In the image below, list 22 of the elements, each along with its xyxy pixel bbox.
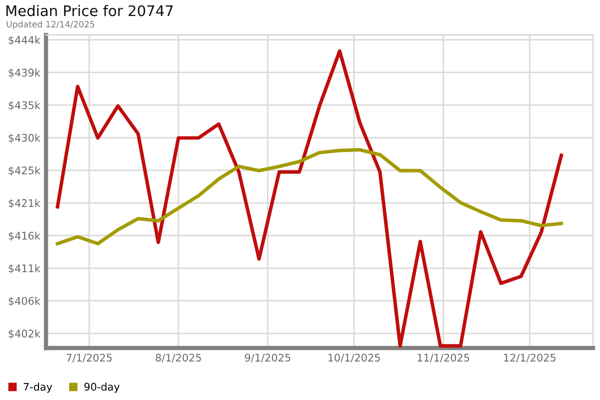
legend-label: 7-day <box>24 382 52 393</box>
x-tick-label: 9/1/2025 <box>244 354 290 362</box>
x-tick-label: 8/1/2025 <box>156 354 201 362</box>
y-tick-label: $435k <box>8 101 40 111</box>
y-tick-label: $416k <box>8 232 40 242</box>
x-tick-label: 11/1/2025 <box>418 354 470 362</box>
y-tick-label: $430k <box>8 134 40 144</box>
chart-title: Median Price for 20747 <box>6 4 173 16</box>
y-tick-label: $421k <box>8 198 40 208</box>
line-series <box>56 148 564 246</box>
line-series <box>56 49 564 348</box>
y-tick-label: $425k <box>8 166 40 176</box>
x-tick-label: 10/1/2025 <box>328 354 380 362</box>
x-tick-label: 12/1/2025 <box>504 354 556 362</box>
x-tick-label: 7/1/2025 <box>66 354 112 362</box>
y-tick-label: $411k <box>8 264 40 274</box>
y-tick-label: $402k <box>8 329 40 339</box>
y-tick-label: $439k <box>8 68 40 78</box>
legend-label: 90-day <box>84 382 120 393</box>
chart-subtitle: Updated 12/14/2025 <box>6 20 94 30</box>
y-tick-label: $444k <box>8 36 40 46</box>
y-tick-label: $406k <box>8 296 40 306</box>
